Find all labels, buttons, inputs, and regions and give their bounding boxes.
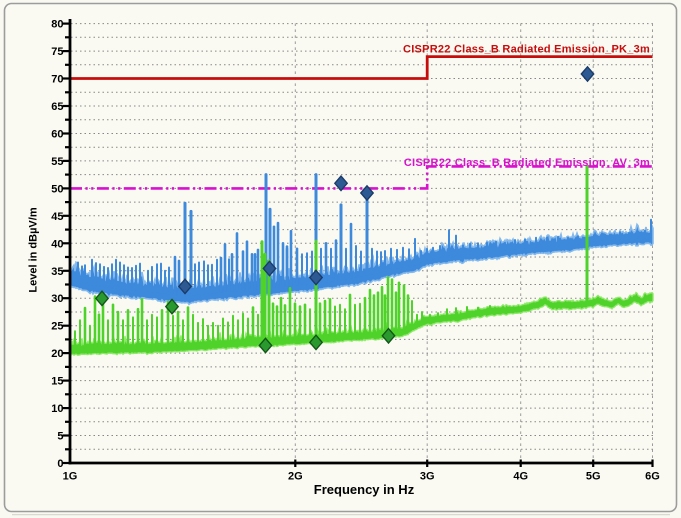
svg-text:40: 40 — [51, 238, 63, 250]
svg-text:80: 80 — [51, 19, 63, 31]
svg-text:70: 70 — [51, 74, 63, 86]
svg-text:50: 50 — [51, 183, 63, 195]
svg-text:30: 30 — [51, 293, 63, 305]
svg-text:CISPR22 Class_B Radiated Emiss: CISPR22 Class_B Radiated Emission_AV_3m — [404, 157, 650, 169]
svg-text:35: 35 — [51, 266, 63, 278]
svg-text:4G: 4G — [513, 471, 528, 483]
svg-text:75: 75 — [51, 46, 63, 58]
svg-text:25: 25 — [51, 321, 63, 333]
svg-text:5: 5 — [57, 431, 63, 443]
svg-text:20: 20 — [51, 348, 63, 360]
svg-text:1G: 1G — [63, 471, 78, 483]
svg-text:Frequency in Hz: Frequency in Hz — [314, 482, 415, 497]
svg-text:55: 55 — [51, 156, 63, 168]
svg-text:CISPR22 Class_B Radiated Emiss: CISPR22 Class_B Radiated Emission_PK_3m — [403, 44, 650, 56]
svg-text:5G: 5G — [586, 471, 601, 483]
svg-text:10: 10 — [51, 403, 63, 415]
svg-text:3G: 3G — [420, 471, 435, 483]
svg-text:2G: 2G — [288, 471, 303, 483]
svg-text:45: 45 — [51, 211, 63, 223]
svg-text:15: 15 — [51, 376, 63, 388]
svg-text:6G: 6G — [645, 471, 660, 483]
svg-text:0: 0 — [57, 458, 63, 470]
svg-text:60: 60 — [51, 129, 63, 141]
svg-text:Level in dBµV/m: Level in dBµV/m — [28, 207, 40, 292]
svg-text:65: 65 — [51, 101, 63, 113]
